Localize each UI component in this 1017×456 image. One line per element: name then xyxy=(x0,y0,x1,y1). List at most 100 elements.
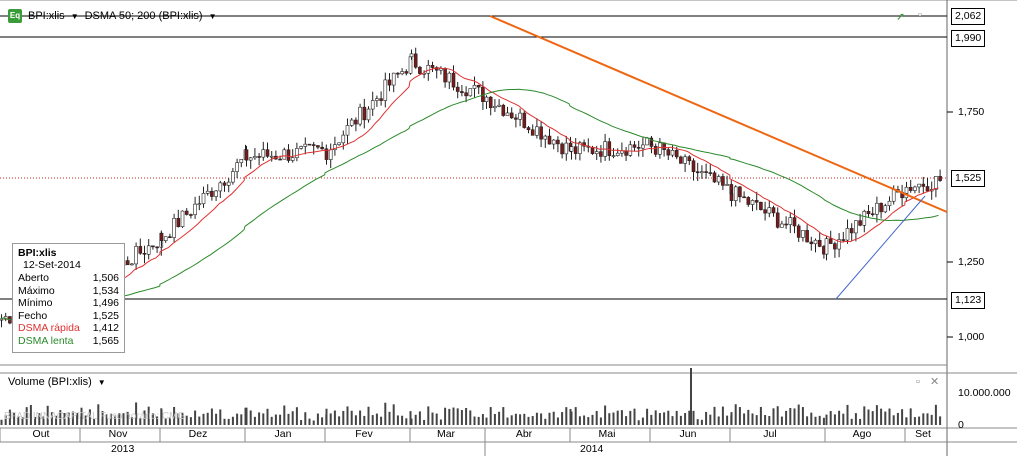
candle-body xyxy=(767,207,772,214)
volume-header: Volume (BPI:xlis) ▼ xyxy=(8,376,106,388)
candle-body xyxy=(854,220,858,234)
candle-body xyxy=(404,71,409,74)
legend-row-fast-sma: DSMA rápida 1,412 xyxy=(18,322,119,334)
chevron-down-icon[interactable]: ▼ xyxy=(70,11,79,21)
candle-body xyxy=(543,135,548,140)
candle-body xyxy=(239,159,244,164)
volume-bar xyxy=(109,413,112,425)
chevron-down-icon[interactable]: ▼ xyxy=(97,377,106,387)
candle-body xyxy=(670,149,675,156)
candle-body xyxy=(862,211,867,226)
volume-bar xyxy=(308,418,311,425)
month-label: Jul xyxy=(763,428,777,440)
candle-body xyxy=(837,239,841,250)
volume-bar xyxy=(380,416,383,425)
candle-body xyxy=(615,152,620,156)
candle-body xyxy=(624,150,628,156)
volume-bar xyxy=(210,408,213,425)
volume-bar xyxy=(637,420,640,425)
volume-bar xyxy=(523,413,526,425)
volume-bar xyxy=(918,416,921,425)
volume-bar xyxy=(930,414,933,425)
candle-body xyxy=(691,160,696,173)
candle-body xyxy=(746,197,751,205)
volume-bar xyxy=(431,412,434,425)
symbol-label[interactable]: BPI:xlis xyxy=(28,10,65,22)
candle-body xyxy=(522,112,527,128)
legend-symbol: BPI:xlis xyxy=(18,247,57,259)
candle-body xyxy=(551,139,556,145)
volume-bar xyxy=(608,413,611,425)
candle-body xyxy=(430,65,435,68)
volume-bar xyxy=(481,414,484,425)
candle-body xyxy=(418,66,422,74)
volume-bar xyxy=(650,419,653,425)
volume-bar xyxy=(202,413,205,425)
volume-bar xyxy=(846,404,849,425)
volume-bar xyxy=(367,406,370,425)
volume-bar xyxy=(477,416,480,425)
candle-body xyxy=(210,190,214,197)
candle-body xyxy=(333,144,337,151)
candle-body xyxy=(176,218,181,227)
volume-bar xyxy=(321,417,324,425)
candle-body xyxy=(679,156,683,164)
maximize-icon[interactable]: ▫ xyxy=(916,376,920,388)
chevron-down-icon[interactable]: ▼ xyxy=(208,11,217,21)
candle-body xyxy=(197,203,202,206)
trend-arrow-icon[interactable]: ➚ xyxy=(896,11,906,23)
volume-bar xyxy=(206,412,209,425)
volume-bar xyxy=(80,407,83,425)
candle-body xyxy=(662,142,666,150)
volume-bar xyxy=(439,419,442,425)
volume-bar xyxy=(375,413,378,425)
volume-bar xyxy=(498,411,501,425)
candle-body xyxy=(248,157,253,161)
month-label: Nov xyxy=(108,428,128,440)
volume-bar xyxy=(329,413,332,425)
volume-bar xyxy=(304,412,307,425)
volume-bar xyxy=(410,418,413,425)
candle-body xyxy=(244,149,249,161)
candle-body xyxy=(658,142,662,155)
candle-body xyxy=(784,223,788,226)
candle-body xyxy=(320,146,324,150)
candle-body xyxy=(172,218,176,238)
volume-bar xyxy=(423,419,426,425)
candle-body xyxy=(214,190,218,197)
candle-body xyxy=(400,71,404,75)
volume-bar xyxy=(570,411,573,425)
candle-body xyxy=(159,232,164,241)
volume-bar xyxy=(696,419,699,425)
volume-bar xyxy=(654,410,657,425)
candle-body xyxy=(649,144,654,147)
volume-bar xyxy=(863,406,866,425)
candle-body xyxy=(792,217,797,227)
volume-label[interactable]: Volume (BPI:xlis) xyxy=(8,376,92,388)
volume-bar xyxy=(392,404,395,425)
legend-row-slow-sma: DSMA lenta 1,565 xyxy=(18,334,119,347)
volume-bar xyxy=(346,406,349,425)
volume-bar xyxy=(253,416,256,425)
candle-body xyxy=(883,205,888,213)
close-icon[interactable]: ✕ xyxy=(930,376,940,388)
candle-body xyxy=(750,200,755,205)
price-tag-current: 1,525 xyxy=(951,170,986,187)
candle-body xyxy=(645,137,649,146)
maximize-icon[interactable]: ▫ xyxy=(918,9,922,21)
candle-body xyxy=(472,84,477,89)
volume-bar xyxy=(414,414,417,425)
volume-bar xyxy=(797,404,800,425)
indicator-label[interactable]: DSMA 50; 200 (BPI:xlis) xyxy=(84,10,203,22)
volume-bar xyxy=(371,415,374,425)
candle-body xyxy=(801,230,805,238)
volume-bar xyxy=(46,405,49,425)
candle-body xyxy=(391,72,396,86)
volume-bar xyxy=(909,408,912,425)
volume-bar xyxy=(875,405,878,425)
candle-body xyxy=(729,193,734,201)
volume-bar xyxy=(814,416,817,425)
volume-bar xyxy=(168,417,171,425)
legend-date: 12-Set-2014 xyxy=(23,259,81,271)
